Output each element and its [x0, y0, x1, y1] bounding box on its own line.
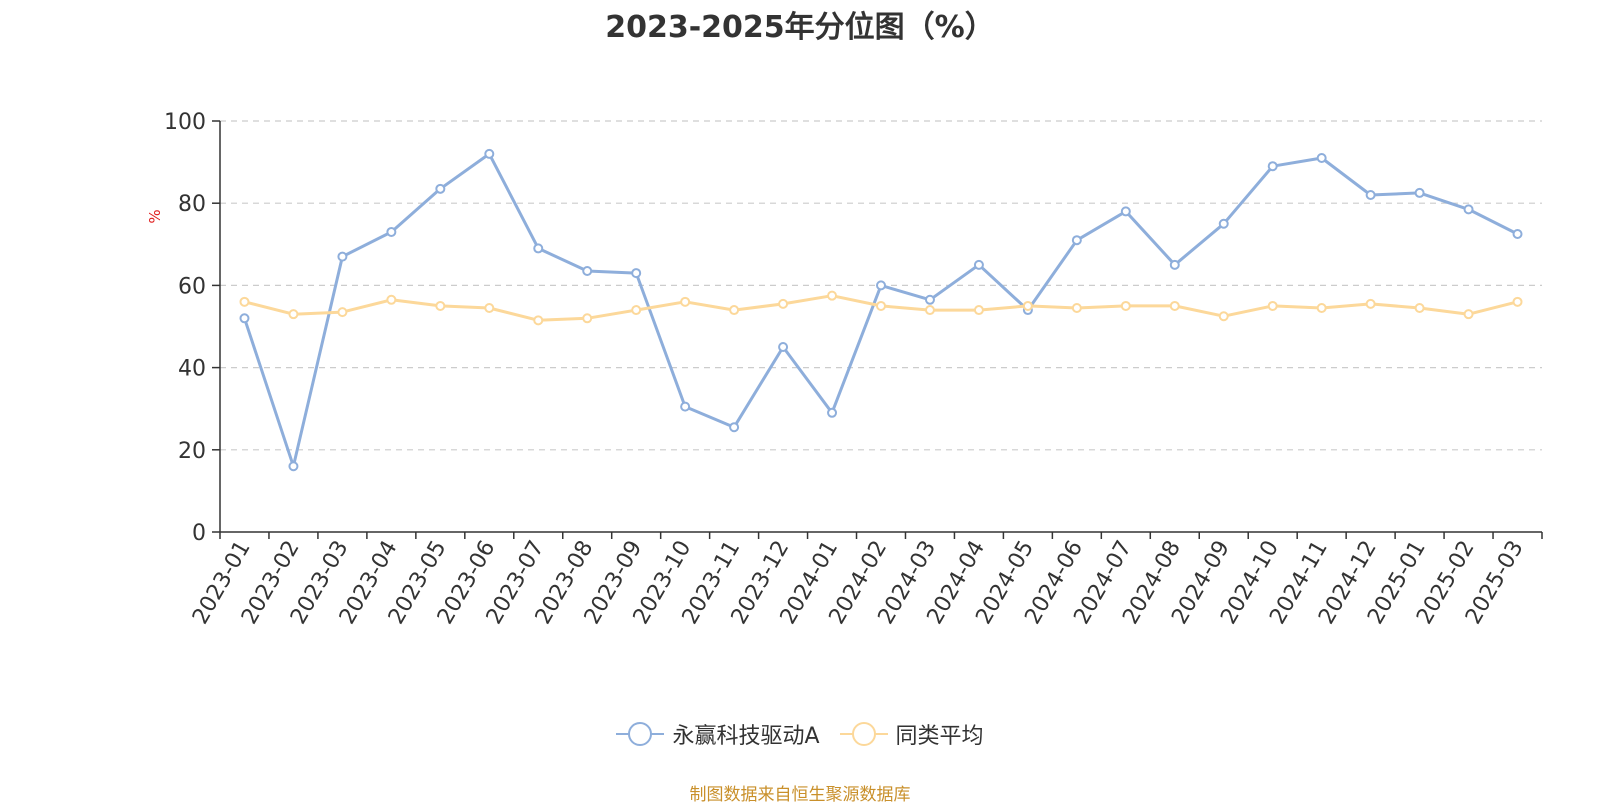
data-point-series-1-2025-02[interactable]: [1463, 204, 1474, 215]
data-point-series-1-2024-01[interactable]: [827, 407, 838, 418]
y-tick-label-20: 20: [178, 439, 206, 464]
data-point-series-1-2025-01[interactable]: [1414, 187, 1425, 198]
data-point-series-1-2024-08[interactable]: [1169, 259, 1180, 270]
data-point-series-1-2025-03[interactable]: [1512, 229, 1523, 240]
data-point-series-1-2023-07[interactable]: [533, 243, 544, 254]
data-point-series-2-2024-02[interactable]: [876, 300, 886, 311]
data-point-series-1-2023-04[interactable]: [386, 226, 397, 237]
data-point-series-1-2023-09[interactable]: [631, 268, 642, 279]
data-point-series-2-2024-10[interactable]: [1267, 300, 1278, 311]
legend-label-series-2: 同类平均: [895, 724, 984, 749]
data-point-series-2-2024-07[interactable]: [1120, 300, 1131, 311]
y-tick-label-0: 0: [192, 521, 206, 546]
y-tick-label-80: 80: [178, 192, 206, 217]
y-axis-label: %: [146, 209, 164, 223]
data-point-series-1-2024-03[interactable]: [924, 294, 935, 305]
data-point-series-1-2023-11[interactable]: [729, 422, 740, 433]
data-point-series-2-2023-05[interactable]: [435, 300, 446, 311]
data-point-series-1-2024-09[interactable]: [1218, 218, 1229, 229]
data-point-series-1-2023-12[interactable]: [778, 342, 789, 353]
data-point-series-2-2023-02[interactable]: [288, 309, 299, 320]
data-point-series-1-2023-08[interactable]: [582, 266, 593, 277]
data-point-series-2-2024-05[interactable]: [1022, 300, 1033, 311]
data-point-series-2-2024-09[interactable]: [1218, 311, 1229, 322]
data-point-series-1-2024-04[interactable]: [973, 259, 984, 270]
legend-label-series-1: 永赢科技驱动A: [672, 724, 820, 749]
y-tick-label-40: 40: [178, 357, 206, 382]
data-point-series-2-2024-06[interactable]: [1071, 303, 1082, 314]
data-point-series-2-2023-07[interactable]: [533, 315, 544, 326]
source-note: 制图数据来自恒生聚源数据库: [689, 785, 911, 805]
legend-swatch-series-2: [839, 722, 888, 746]
data-point-series-1-2024-11[interactable]: [1316, 152, 1327, 163]
data-point-series-2-2024-03[interactable]: [924, 305, 935, 316]
legend: 永赢科技驱动A 同类平均: [0, 718, 1600, 750]
data-point-series-2-2023-03[interactable]: [337, 307, 348, 318]
legend-swatch-series-1: [616, 722, 665, 746]
data-point-series-1-2023-03[interactable]: [337, 251, 348, 262]
line-chart: 0204060801002023-012023-022023-032023-04…: [146, 110, 1543, 629]
data-point-series-2-2023-01[interactable]: [239, 296, 250, 307]
data-point-series-2-2023-06[interactable]: [484, 303, 495, 314]
data-point-series-1-2023-02[interactable]: [288, 461, 299, 472]
data-point-series-2-2024-04[interactable]: [973, 305, 984, 316]
data-point-series-1-2024-07[interactable]: [1120, 206, 1131, 217]
data-point-series-1-2023-06[interactable]: [484, 148, 495, 159]
data-point-series-2-2024-12[interactable]: [1365, 298, 1376, 309]
data-point-series-1-2024-06[interactable]: [1071, 235, 1082, 246]
data-point-series-1-2024-10[interactable]: [1267, 161, 1278, 172]
data-point-series-1-2023-01[interactable]: [239, 313, 250, 324]
data-point-series-2-2023-12[interactable]: [778, 298, 789, 309]
y-tick-label-100: 100: [164, 110, 206, 135]
data-point-series-2-2023-10[interactable]: [680, 296, 691, 307]
data-point-series-2-2025-02[interactable]: [1463, 309, 1474, 320]
legend-item-series-2[interactable]: 同类平均: [839, 718, 984, 750]
data-point-series-2-2023-04[interactable]: [386, 294, 397, 305]
chart-title: 2023-2025年分位图（%）: [605, 10, 995, 45]
series: [239, 148, 1523, 472]
data-point-series-2-2025-03[interactable]: [1512, 296, 1523, 307]
data-point-series-1-2023-10[interactable]: [680, 401, 691, 412]
y-tick-label-60: 60: [178, 274, 206, 299]
data-point-series-2-2023-08[interactable]: [582, 313, 593, 324]
axes: 0204060801002023-012023-022023-032023-04…: [164, 110, 1543, 629]
data-point-series-2-2025-01[interactable]: [1414, 303, 1425, 314]
legend-item-series-1[interactable]: 永赢科技驱动A: [616, 718, 820, 750]
data-point-series-2-2023-09[interactable]: [631, 305, 642, 316]
data-point-series-2-2024-08[interactable]: [1169, 300, 1180, 311]
data-point-series-1-2024-02[interactable]: [876, 280, 886, 291]
data-point-series-1-2023-05[interactable]: [435, 183, 446, 194]
data-point-series-2-2024-11[interactable]: [1316, 303, 1327, 314]
data-point-series-2-2023-11[interactable]: [729, 305, 740, 316]
data-point-series-2-2024-01[interactable]: [827, 290, 838, 301]
data-point-series-1-2024-12[interactable]: [1365, 189, 1376, 200]
